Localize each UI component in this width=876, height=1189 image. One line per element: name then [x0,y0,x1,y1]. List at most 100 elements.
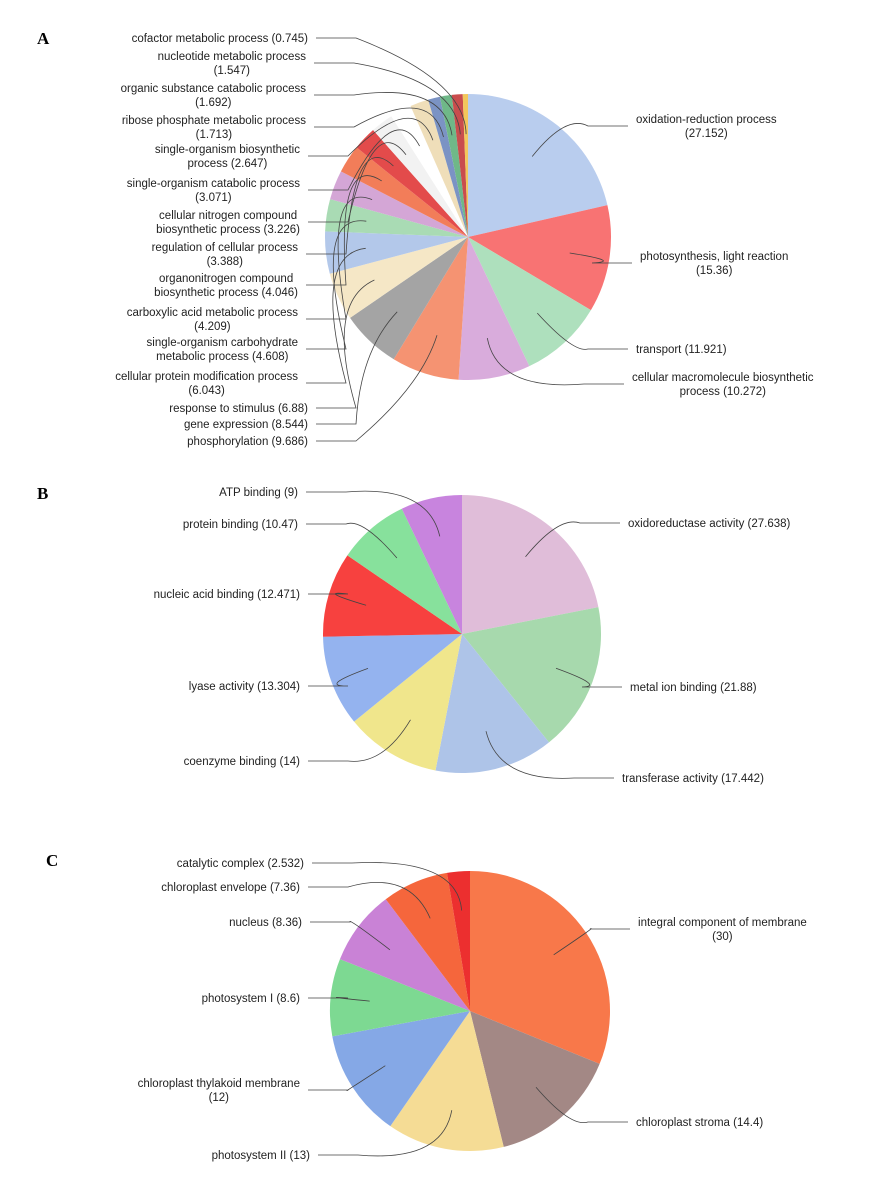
pie-slice-phosphorylation [393,237,468,380]
pie-slice-transport [468,237,591,367]
pie-slice-coenzyme-binding [354,634,462,771]
slice-labels: integral component of membrane (30) chloro… [138,858,807,1162]
slice-label-line: (30) [712,931,733,943]
slice-label-line: oxidoreductase activity (27.638) [628,518,791,530]
slice-label-line: single-organism biosynthetic [155,144,300,156]
slice-label-line: (1.692) [195,97,232,109]
slice-label-line: cellular nitrogen compound [159,210,297,222]
slice-label-catalytic-complex: catalytic complex (2.532) [177,858,304,870]
slice-label-line: nucleus (8.36) [229,917,302,929]
pie-slice-single-organism-catabolic-process [391,106,468,237]
slice-label-line: process (2.647) [187,158,267,170]
leader-line-cellular-nitrogen-compound-biosynthetic-process [308,142,407,223]
pie-slice-oxidoreductase-activity [462,495,599,634]
slice-label-metal-ion-binding: metal ion binding (21.88) [630,682,757,694]
slice-label-line: lyase activity (13.304) [189,681,300,693]
slice-label-organonitrogen-compound-biosynthetic-process: organonitrogen compound biosynthetic proc… [154,273,298,299]
pie-slice-protein-binding [347,508,462,634]
panel-a-label: A [37,29,50,48]
slice-label-atp-binding: ATP binding (9) [219,487,298,499]
pie-slice-single-organism-biosynthetic-process [410,99,468,237]
pie-slice-chloroplast-thylakoid-membrane [332,1011,470,1127]
pie-slice-photosystem-i [329,959,470,1037]
slice-label-line: carboxylic acid metabolic process [127,307,299,319]
pie-slice-ribose-phosphate-metabolic-process [428,96,468,237]
slice-label-line: organic substance catabolic process [121,83,307,95]
slice-label-line: gene expression (8.544) [184,419,308,431]
leader-line-single-organism-catabolic-process [308,129,420,191]
slice-label-line: (1.713) [196,129,233,141]
leader-line-atp-binding [306,490,441,537]
slice-label-line: nucleic acid binding (12.471) [154,589,301,601]
leader-line-protein-binding [306,522,398,559]
pie-slice-oxidation-reduction-process [468,94,608,237]
leader-lines [306,37,632,442]
slice-labels: oxidoreductase activity (27.638) metal io… [154,487,791,785]
slice-label-nucleic-acid-binding: nucleic acid binding (12.471) [154,589,301,601]
slice-label-line: oxidation-reduction process [636,114,777,126]
slice-label-line: (3.071) [195,192,232,204]
leader-line-photosystem-i [308,996,370,1002]
slice-label-line: single-organism carbohydrate [147,337,299,349]
slice-label-transferase-activity: transferase activity (17.442) [622,773,764,785]
pie-slice-cellular-nitrogen-compound-biosynthetic-process [373,116,468,237]
leader-line-cellular-macromolecule-biosynthetic-process [486,338,624,386]
slice-label-line: transport (11.921) [636,344,727,356]
slice-label-single-organism-catabolic-process: single-organism catabolic process (3.071) [127,178,300,204]
pie-slice-integral-component-of-membrane [470,871,611,1064]
panel-b-pie-chart: B oxidoreductase activity (27.638) metal … [37,484,791,785]
pie-slice-chloroplast-stroma [470,1011,600,1147]
slice-label-transport: transport (11.921) [636,344,727,356]
pie-slice-chloroplast-envelope [385,872,470,1011]
slice-label-line: transferase activity (17.442) [622,773,764,785]
slice-label-line: metabolic process (4.608) [156,351,288,363]
slice-label-line: process (10.272) [680,386,766,398]
slice-label-line: (3.388) [207,256,244,268]
slice-label-response-to-stimulus: response to stimulus (6.88) [169,403,308,415]
leader-line-photosynthesis-light-reaction [569,252,632,264]
leader-line-organonitrogen-compound-biosynthetic-process [306,175,382,286]
slice-label-cellular-macromolecule-biosynthetic-process: cellular macromolecule biosynthetic proce… [632,372,814,398]
slice-label-gene-expression: gene expression (8.544) [184,419,308,431]
leader-line-lyase-activity [308,668,369,687]
slice-label-chloroplast-thylakoid-membrane: chloroplast thylakoid membrane (12) [138,1078,300,1104]
slice-labels: oxidation-reduction process (27.152) photo… [115,33,814,448]
slice-label-line: protein binding (10.47) [183,519,298,531]
leader-line-response-to-stimulus [316,279,375,409]
leader-line-transferase-activity [485,731,614,779]
panel-b-label: B [37,484,48,503]
slice-label-line: biosynthetic process (3.226) [156,224,300,236]
pie-slice-cellular-protein-modification-process [324,231,468,274]
leader-line-cellular-protein-modification-process [306,247,366,384]
leader-line-transport [537,312,628,350]
slice-label-line: integral component of membrane [638,917,807,929]
slice-label-line: metal ion binding (21.88) [630,682,757,694]
slice-label-line: (6.043) [188,385,225,397]
pie-slice-gene-expression [350,237,468,360]
slice-label-line: cellular protein modification process [115,371,298,383]
slice-label-protein-binding: protein binding (10.47) [183,519,298,531]
slice-label-line: cofactor metabolic process (0.745) [132,33,309,45]
slice-label-line: photosynthesis, light reaction [640,251,788,263]
slice-label-line: cellular macromolecule biosynthetic [632,372,814,384]
pie-slice-organonitrogen-compound-biosynthetic-process [340,147,468,237]
pie-slice-nucleus [339,899,470,1011]
pie-slice-catalytic-complex [446,871,470,1011]
slice-label-chloroplast-envelope: chloroplast envelope (7.36) [161,882,300,894]
pie-slice-regulation-of-cellular-process [356,130,468,237]
leader-line-oxidoreductase-activity [525,521,620,557]
pie-slices [323,495,601,773]
slice-label-cellular-protein-modification-process: cellular protein modification process (6.… [115,371,298,397]
slice-label-line: (1.547) [214,65,251,77]
pie-slice-photosystem-ii [390,1011,504,1152]
slice-label-line: chloroplast envelope (7.36) [161,882,300,894]
slice-label-oxidation-reduction-process: oxidation-reduction process (27.152) [636,114,777,140]
slice-label-single-organism-carbohydrate-metabolic-process: single-organism carbohydrate metabolic pr… [147,337,299,363]
leader-line-phosphorylation [316,335,438,442]
leader-line-chloroplast-envelope [308,881,431,919]
pie-slice-organic-substance-catabolic-process [439,94,468,237]
slice-label-single-organism-biosynthetic-process: single-organism biosynthetic process (2.6… [155,144,300,170]
panel-c-label: C [46,851,58,870]
pie-slice-response-to-stimulus [329,237,468,318]
